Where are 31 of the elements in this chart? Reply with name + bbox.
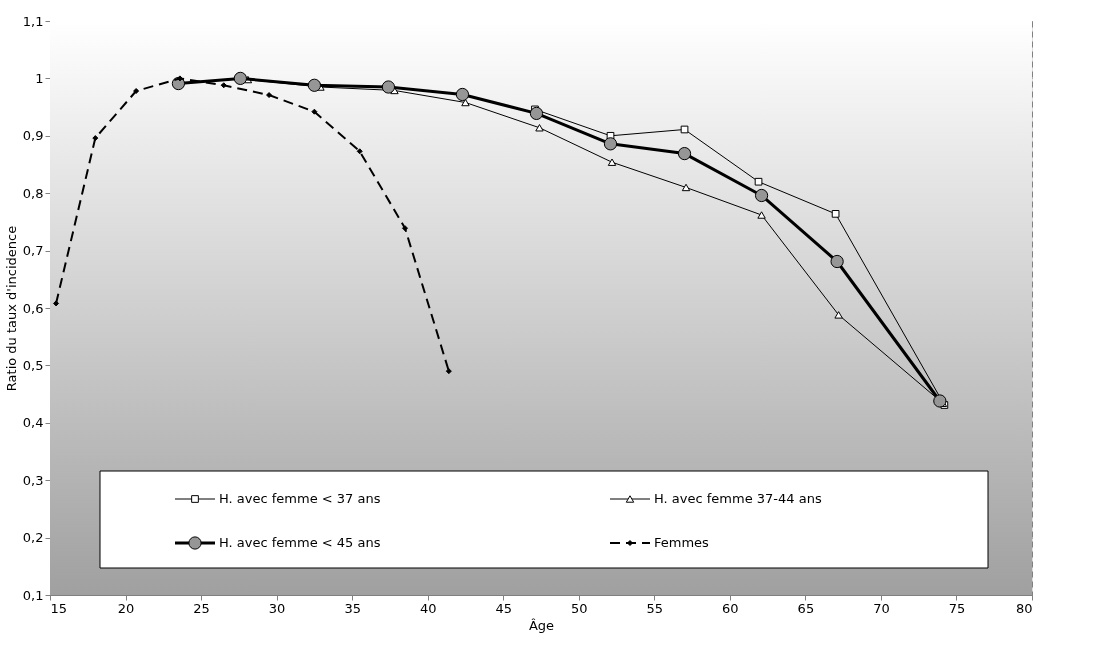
legend-label: H. avec femme 37-44 ans <box>654 491 822 506</box>
x-tick-label: 75 <box>948 600 966 616</box>
x-tick-label: 65 <box>797 600 815 616</box>
y-tick-label: 0,7 <box>22 243 44 259</box>
x-tick-label: 25 <box>193 600 210 616</box>
x-tick-label: 30 <box>268 600 286 616</box>
x-tick-label: 35 <box>344 600 361 616</box>
x-tick-label: 45 <box>495 600 512 616</box>
x-tick-label: 80 <box>1015 600 1033 616</box>
y-tick-label: 1,1 <box>22 13 44 29</box>
y-tick-label: 1 <box>35 70 44 86</box>
x-tick-label: 15 <box>50 600 68 616</box>
y-tick-label: 0,4 <box>22 415 44 431</box>
x-tick-label: 55 <box>646 600 664 616</box>
x-tick-label: 60 <box>722 600 739 616</box>
y-tick-label: 0,5 <box>22 357 44 373</box>
x-axis-title: Âge <box>528 617 555 633</box>
x-tick-label: 50 <box>571 600 588 616</box>
legend-label: H. avec femme < 45 ans <box>219 535 381 550</box>
y-tick-label: 0,6 <box>22 300 44 316</box>
y-tick-label: 0,2 <box>22 530 44 546</box>
x-tick-label: 70 <box>873 600 890 616</box>
y-axis-title: Ratio du taux d'incidence <box>3 225 19 392</box>
x-tick-label: 40 <box>419 600 437 616</box>
legend-label: H. avec femme < 37 ans <box>219 491 381 506</box>
legend-label: Femmes <box>654 535 710 550</box>
y-tick-label: 0,3 <box>22 472 44 488</box>
x-tick-label: 20 <box>117 600 135 616</box>
y-tick-label: 0,9 <box>22 128 44 144</box>
y-tick-label: 0,1 <box>22 587 44 603</box>
y-tick-label: 0,8 <box>22 185 44 201</box>
